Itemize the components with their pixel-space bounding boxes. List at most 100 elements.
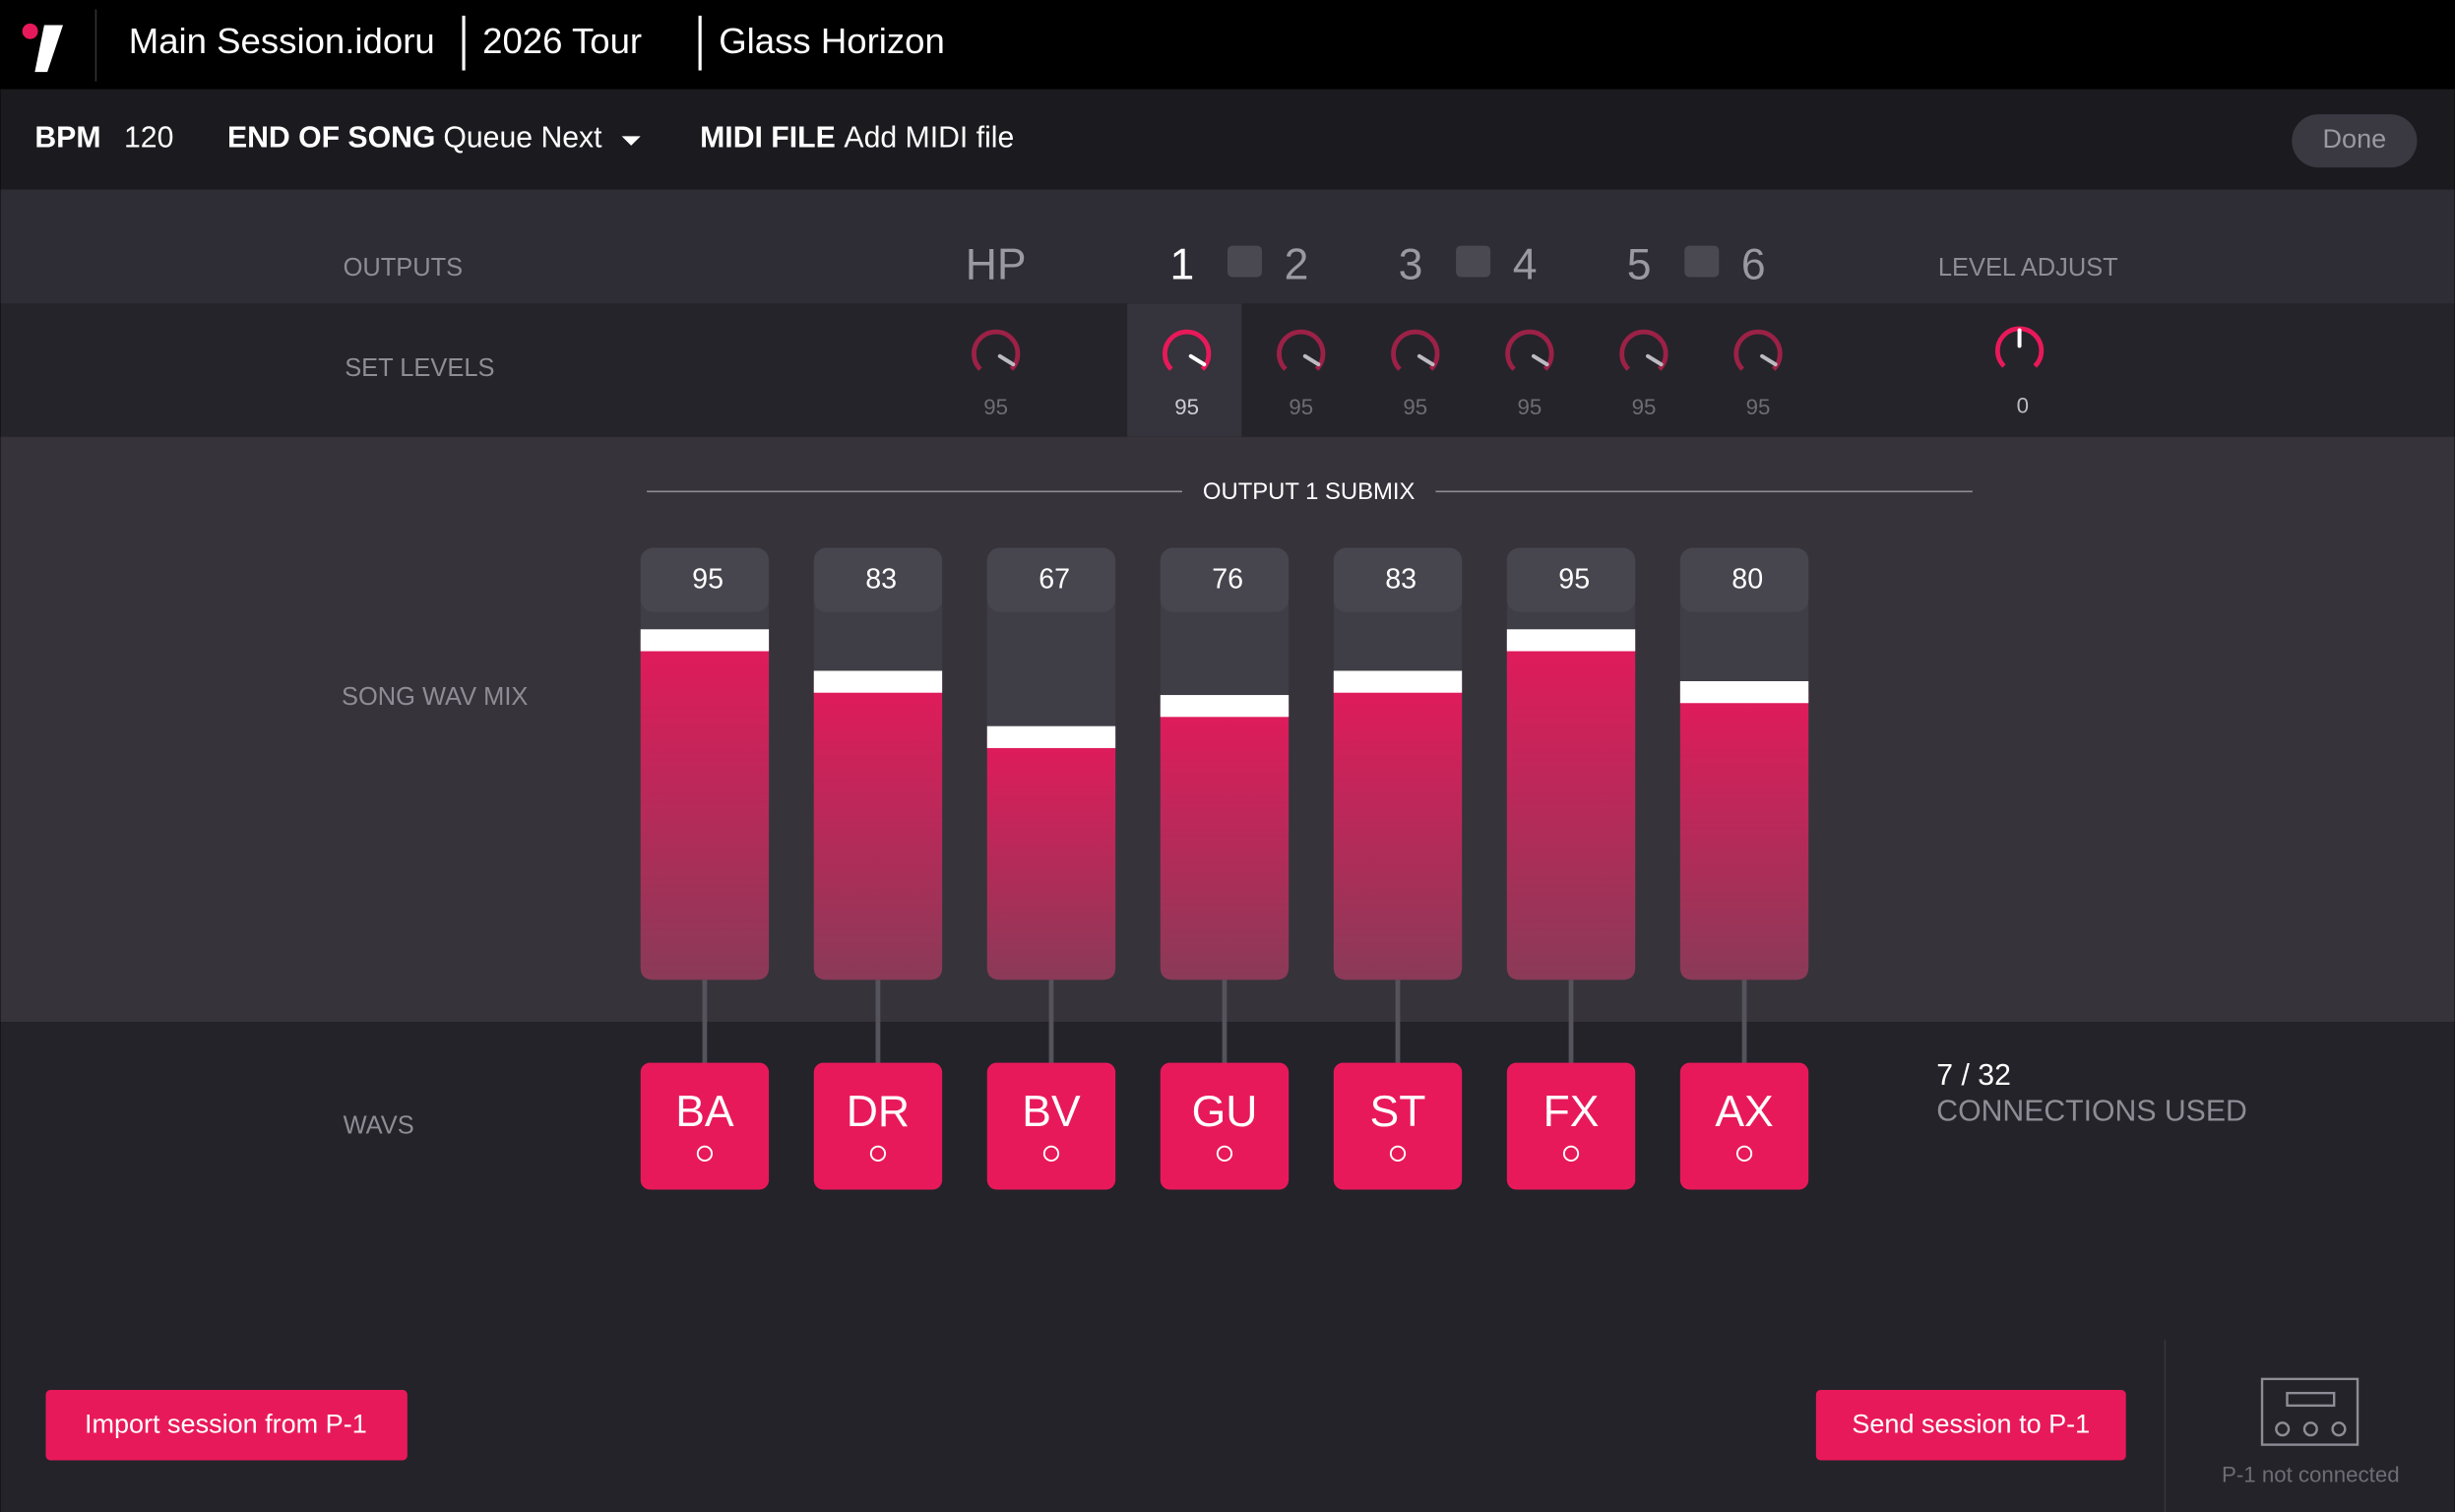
outputs-header [0, 189, 2455, 304]
connections-label: CONNECTIONS USED [1936, 1096, 2246, 1128]
device-knob [2302, 1421, 2318, 1437]
output-name[interactable]: 4 [1513, 241, 1538, 289]
song-name[interactable]: Glass Horizon [719, 21, 945, 61]
fader-value-box [813, 547, 943, 612]
level-adjust-value: 0 [2017, 393, 2029, 417]
fader-value-box [1679, 547, 1809, 612]
knob[interactable] [1619, 329, 1668, 371]
knob-indicator [997, 353, 1016, 367]
fader-handle[interactable] [1506, 629, 1636, 652]
dropdown-arrow[interactable] [621, 136, 641, 146]
midi-file-value[interactable]: Add MIDI file [844, 121, 1014, 154]
outputs-label: OUTPUTS [344, 254, 464, 282]
tour-name[interactable]: 2026 Tour [482, 21, 642, 61]
fader-fill [1160, 706, 1290, 980]
wav-indicator [1389, 1145, 1407, 1162]
session-name[interactable]: Main Session.idoru [129, 21, 435, 61]
link-icons [1228, 245, 1720, 278]
fader-handle[interactable] [1160, 695, 1290, 718]
wav-label[interactable]: ST [1370, 1088, 1426, 1136]
wav-indicator [1562, 1145, 1580, 1162]
wav-label[interactable]: FX [1543, 1088, 1600, 1136]
level-value: 95 [1746, 395, 1771, 419]
bpm-label: BPM [34, 121, 100, 154]
wav-indicator [1216, 1145, 1233, 1162]
wav-indicator [1042, 1145, 1060, 1162]
link-icon[interactable] [1228, 245, 1262, 278]
knob[interactable] [1391, 329, 1440, 371]
link-icon[interactable] [1684, 245, 1720, 278]
fader-value-box [1333, 547, 1463, 612]
level-value: 95 [1403, 395, 1427, 419]
wav-button[interactable] [813, 1062, 943, 1190]
wav-label[interactable]: AX [1715, 1088, 1773, 1136]
device-screen [2286, 1391, 2336, 1408]
done-label[interactable]: Done [2323, 124, 2387, 154]
output-name[interactable]: 3 [1399, 241, 1423, 289]
wav-button[interactable] [1679, 1062, 1809, 1190]
fader-handle[interactable] [1333, 670, 1463, 693]
wav-label[interactable]: DR [847, 1088, 910, 1136]
wav-button[interactable] [986, 1062, 1116, 1190]
fader-handle[interactable] [813, 670, 943, 693]
end-of-song-value[interactable]: Queue Next [443, 121, 602, 154]
fader-handle[interactable] [986, 725, 1116, 748]
song-wav-mix-label: SONG WAV MIX [342, 683, 528, 711]
fader-fill [813, 681, 943, 980]
wav-label[interactable]: BA [675, 1088, 734, 1136]
import-label[interactable]: Import session from P-1 [85, 1410, 367, 1439]
wavs-label: WAVS [344, 1112, 414, 1140]
output-name[interactable]: 1 [1170, 241, 1195, 289]
knob[interactable] [1733, 329, 1783, 371]
knob[interactable] [1163, 329, 1212, 371]
wav-label[interactable]: GU [1192, 1088, 1258, 1136]
fader-handle[interactable] [1679, 680, 1809, 704]
done-button[interactable] [2292, 114, 2418, 168]
wav-button[interactable] [1160, 1062, 1290, 1190]
device-knob [2275, 1421, 2291, 1437]
output-name[interactable]: 2 [1285, 241, 1309, 289]
fader-value: 67 [1039, 563, 1070, 595]
bpm-value[interactable]: 120 [124, 121, 173, 154]
set-levels-label: SET LEVELS [345, 354, 494, 382]
send-label[interactable]: Send session to P-1 [1852, 1410, 2090, 1439]
wav-button[interactable] [640, 1062, 770, 1190]
fader-value-box [640, 547, 770, 612]
output-name[interactable]: HP [966, 241, 1027, 289]
knob[interactable] [1277, 329, 1326, 371]
logo [34, 25, 63, 73]
send-button[interactable] [1815, 1389, 2126, 1461]
knob-indicator [1646, 353, 1664, 367]
knob[interactable] [972, 329, 1021, 371]
output-name[interactable]: 6 [1741, 241, 1766, 289]
device-status: P-1 not connected [2222, 1462, 2400, 1486]
knob-indicator [1302, 353, 1321, 367]
fader-handle[interactable] [640, 629, 770, 652]
wav-label[interactable]: BV [1022, 1088, 1081, 1136]
wav-indicator [869, 1145, 887, 1162]
title-bar [0, 0, 2455, 90]
knob-indicator [1531, 353, 1549, 367]
fader-fill [986, 736, 1116, 980]
device-body [2260, 1377, 2360, 1446]
device-icon [2260, 1377, 2360, 1446]
import-button[interactable] [45, 1389, 408, 1461]
knob-indicator [1416, 353, 1435, 367]
level-value: 95 [983, 395, 1008, 419]
fader-fill [1333, 681, 1463, 980]
selected-output [1127, 303, 1242, 437]
level-value: 95 [1632, 395, 1657, 419]
fader-fill [1506, 640, 1636, 980]
knob[interactable] [1505, 329, 1554, 371]
fader-value-box [986, 547, 1116, 612]
wav-button[interactable] [1506, 1062, 1636, 1190]
level-value: 95 [1174, 395, 1199, 419]
fader-fill [640, 640, 770, 980]
fader-value: 83 [865, 563, 897, 595]
midi-file-label: MIDI FILE [700, 121, 836, 154]
wav-button[interactable] [1333, 1062, 1463, 1190]
link-icon[interactable] [1456, 245, 1491, 278]
output-name[interactable]: 5 [1627, 241, 1652, 289]
